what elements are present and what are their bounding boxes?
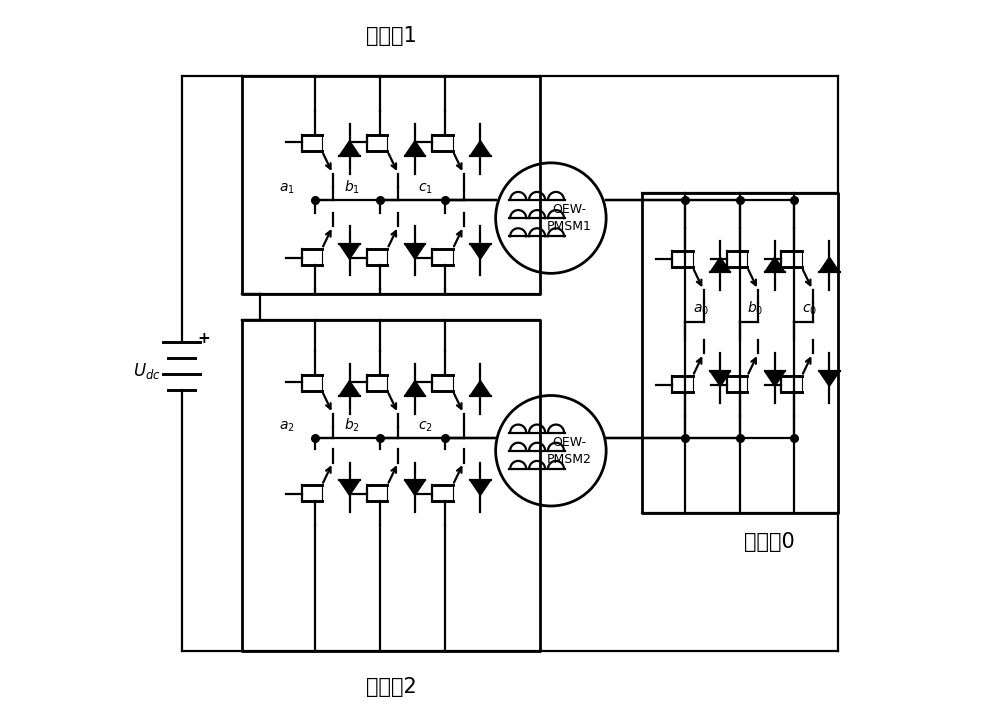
Text: 逆变刱1: 逆变刱1 [366, 26, 416, 47]
Polygon shape [470, 141, 491, 156]
Text: 逆变匱0: 逆变匱0 [744, 531, 794, 552]
Polygon shape [405, 244, 425, 259]
Polygon shape [470, 381, 491, 395]
Text: $c_1$: $c_1$ [418, 181, 432, 196]
Polygon shape [710, 257, 730, 272]
Polygon shape [405, 141, 425, 156]
Polygon shape [470, 244, 491, 259]
Text: $b_1$: $b_1$ [344, 178, 360, 196]
Polygon shape [339, 481, 360, 495]
Polygon shape [819, 371, 840, 386]
Polygon shape [470, 481, 491, 495]
Text: $U_{dc}$: $U_{dc}$ [133, 361, 161, 382]
Polygon shape [405, 481, 425, 495]
Polygon shape [710, 371, 730, 386]
Text: $a_1$: $a_1$ [279, 181, 294, 196]
Polygon shape [765, 257, 785, 272]
Polygon shape [339, 141, 360, 156]
Text: $c_2$: $c_2$ [418, 419, 432, 433]
Text: OEW-
PMSM2: OEW- PMSM2 [547, 435, 592, 466]
Text: $a_0$: $a_0$ [693, 303, 709, 317]
Polygon shape [339, 381, 360, 395]
Text: $b_0$: $b_0$ [747, 300, 763, 317]
Text: $c_0$: $c_0$ [802, 303, 817, 317]
Text: +: + [197, 331, 210, 345]
Polygon shape [405, 381, 425, 395]
Text: OEW-
PMSM1: OEW- PMSM1 [547, 203, 592, 233]
Polygon shape [339, 244, 360, 259]
Text: 逆变匱2: 逆变匱2 [366, 677, 416, 697]
Polygon shape [765, 371, 785, 386]
Text: $b_2$: $b_2$ [344, 417, 360, 433]
Polygon shape [819, 257, 840, 272]
Text: $a_2$: $a_2$ [279, 419, 294, 433]
